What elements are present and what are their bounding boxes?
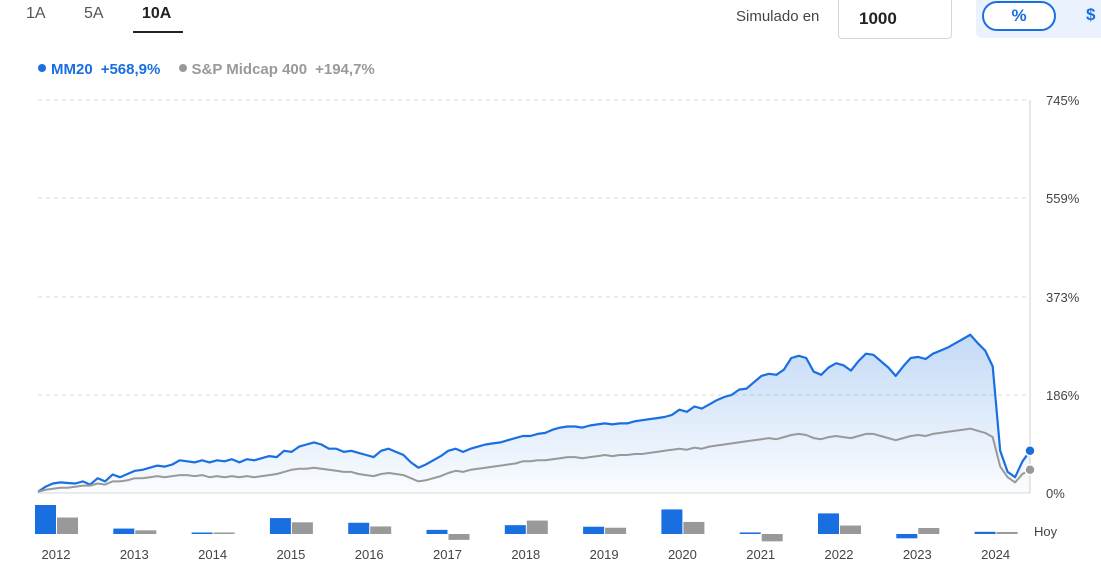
annual-bar-mm20-2023 [896,534,918,539]
tab-5y[interactable]: 5A [84,5,104,22]
y-tick-label: 186% [1046,388,1080,403]
x-year-label: 2015 [276,547,305,562]
annual-bar-mm20-2013 [113,528,135,534]
annual-bar-sp400-2024 [996,531,1018,534]
annual-bar-sp400-2021 [761,534,783,542]
annual-bar-sp400-2012 [57,517,78,534]
legend-dot-sp400 [178,64,187,72]
annual-bar-mm20-2019 [583,526,605,534]
annual-bar-mm20-2012 [35,505,56,534]
y-tick-label: 559% [1046,191,1080,206]
legend-item-sp400: S&P Midcap 400 +194,7% [178,61,375,78]
annual-bar-sp400-2015 [291,522,313,534]
end-marker-sp400 [1024,464,1036,476]
x-year-label: 2017 [433,547,462,562]
x-year-label: 2023 [903,547,932,562]
chart-legend: MM20 +568,9% S&P Midcap 400 +194,7% [38,61,389,78]
annual-bar-sp400-2016 [370,526,392,534]
line-sp400 [37,427,1031,493]
end-marker-mm20 [1024,445,1036,457]
annual-bar-mm20-2021 [739,532,761,534]
annual-bar-sp400-2013 [135,530,157,534]
annual-bar-sp400-2020 [683,521,705,534]
y-tick-label: 745% [1046,93,1080,108]
tab-10y[interactable]: 10A [142,5,172,22]
area-fill-mm20 [38,334,1030,493]
dollar-toggle-button[interactable]: $ [1086,5,1096,24]
x-year-label: 2021 [746,547,775,562]
x-year-label: 2012 [42,547,71,562]
annual-bar-mm20-2014 [191,532,213,534]
line-mm20 [37,333,1031,493]
x-year-label: 2020 [668,547,697,562]
simulated-amount-input[interactable] [838,0,952,39]
legend-change-sp400: +194,7% [315,61,375,78]
x-year-label: 2016 [355,547,384,562]
today-label: Hoy [1034,524,1058,539]
annual-bar-sp400-2014 [213,532,235,534]
simulated-label: Simulado en [736,8,820,25]
legend-item-mm20: MM20 +568,9% [38,61,160,78]
x-year-label: 2024 [981,547,1010,562]
annual-bar-mm20-2015 [269,518,291,534]
annual-bar-sp400-2023 [918,528,940,534]
x-year-label: 2014 [198,547,227,562]
annual-bar-sp400-2019 [605,527,627,534]
tab-1y[interactable]: 1A [26,5,46,22]
legend-name-sp400: S&P Midcap 400 [191,61,308,78]
annual-bar-sp400-2017 [448,534,470,540]
legend-name-mm20: MM20 [51,61,93,78]
legend-dot-mm20 [38,64,46,72]
y-tick-label: 0% [1046,486,1065,501]
unit-toggle: % $ [976,0,1101,38]
legend-change-mm20: +568,9% [100,61,161,78]
annual-bar-mm20-2017 [426,529,448,534]
x-year-label: 2018 [511,547,540,562]
x-year-label: 2022 [825,547,854,562]
annual-bar-mm20-2020 [661,509,683,534]
active-tab-underline [133,31,183,33]
x-year-label: 2019 [590,547,619,562]
y-tick-label: 373% [1046,290,1080,305]
annual-bar-mm20-2022 [818,513,839,534]
annual-bar-mm20-2016 [348,522,370,534]
percent-toggle-button[interactable]: % [982,1,1056,31]
annual-bar-mm20-2024 [974,531,996,534]
x-year-label: 2013 [120,547,149,562]
annual-bar-mm20-2018 [504,525,526,534]
annual-bar-sp400-2018 [526,520,548,534]
annual-bar-sp400-2022 [840,525,861,534]
